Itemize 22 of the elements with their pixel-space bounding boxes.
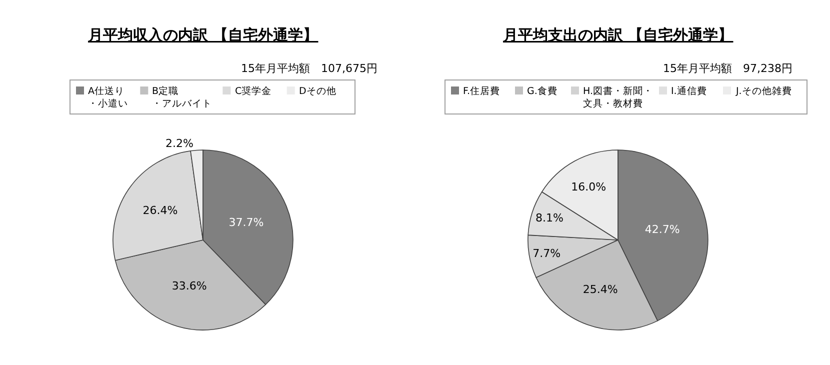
chart-subtitle: 15年月平均額 107,675円 <box>241 62 378 75</box>
legend-label: F.住居費 <box>463 85 500 97</box>
data-label: 37.7% <box>228 216 264 229</box>
legend-label: I.通信費 <box>671 85 707 97</box>
chart-title: 月平均収入の内訳 【自宅外通学】 <box>87 26 318 44</box>
legend-label: H.図書・新聞・文具・教材費 <box>583 85 653 110</box>
legend-label: J.その他雑費 <box>735 85 792 97</box>
data-label: 8.1% <box>535 212 564 225</box>
legend-label: G.食費 <box>527 85 558 97</box>
data-label: 2.2% <box>166 137 194 150</box>
chart-title: 月平均支出の内訳 【自宅外通学】 <box>502 26 734 44</box>
legend-label: C奨学金 <box>235 85 272 97</box>
legend-label: Dその他 <box>299 85 336 97</box>
data-label: 16.0% <box>571 180 606 194</box>
chart-subtitle: 15年月平均額 97,238円 <box>663 62 792 75</box>
data-label: 7.7% <box>532 247 561 260</box>
data-label: 33.6% <box>172 280 207 293</box>
data-label: 25.4% <box>582 282 618 296</box>
data-label: 26.4% <box>142 204 178 218</box>
legend-label: A仕送り・小遣い <box>88 85 128 110</box>
legend-label: B定職・アルバイト <box>152 85 212 110</box>
data-label: 42.7% <box>644 223 680 236</box>
